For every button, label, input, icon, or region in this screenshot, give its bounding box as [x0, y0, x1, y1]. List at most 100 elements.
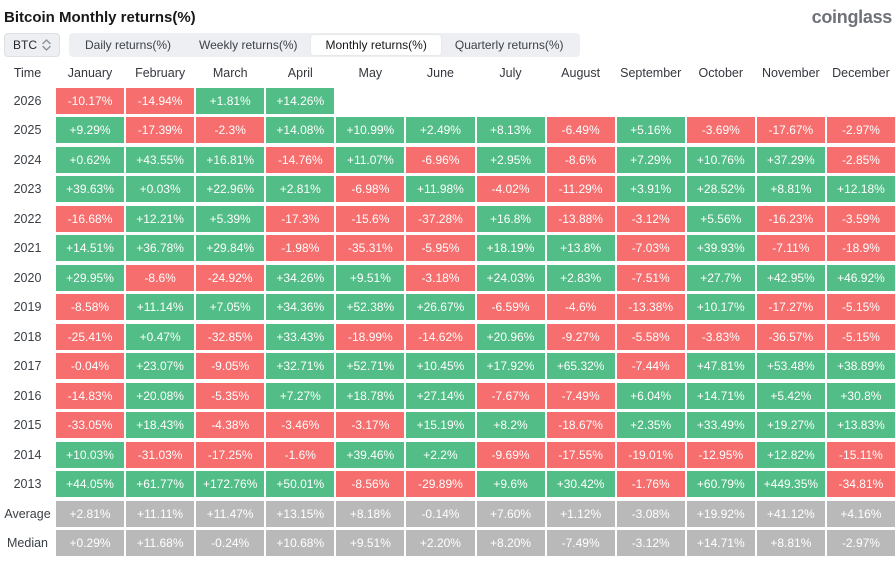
row-label-2022: 2022: [13, 211, 42, 226]
return-cell: +0.03%: [126, 176, 195, 203]
return-cell: +39.93%: [686, 235, 755, 262]
return-cell: +17.92%: [476, 353, 545, 380]
row-label-2018: 2018: [13, 329, 42, 344]
return-cell: -2.85%: [826, 146, 895, 173]
return-cell: +23.07%: [126, 353, 195, 380]
return-cell: +8.18%: [336, 500, 405, 527]
return-cell: -6.59%: [476, 294, 545, 321]
controls-row: BTC Daily returns(%) Weekly returns(%) M…: [4, 33, 580, 57]
return-cell: -14.62%: [406, 323, 475, 350]
row-label-2021: 2021: [13, 241, 42, 256]
return-cell: +26.67%: [406, 294, 475, 321]
return-cell: +52.38%: [336, 294, 405, 321]
return-cell: +14.71%: [686, 530, 755, 557]
return-cell: -6.96%: [406, 146, 475, 173]
return-cell: +5.39%: [196, 205, 265, 232]
return-cell: +65.32%: [546, 353, 615, 380]
return-cell: -9.69%: [476, 441, 545, 468]
return-cell: +5.42%: [756, 382, 825, 409]
return-cell: +46.92%: [826, 264, 895, 291]
tab-daily-returns[interactable]: Daily returns(%): [85, 38, 172, 52]
return-cell: +14.51%: [56, 235, 125, 262]
return-cell: -7.11%: [756, 235, 825, 262]
return-cell: +13.83%: [826, 412, 895, 439]
return-cell: +61.77%: [126, 471, 195, 498]
tab-weekly-returns[interactable]: Weekly returns(%): [199, 38, 298, 52]
symbol-select[interactable]: BTC: [4, 33, 60, 57]
return-cell: -36.57%: [756, 323, 825, 350]
return-cell: +14.08%: [266, 117, 335, 144]
tab-quarterly-returns[interactable]: Quarterly returns(%): [454, 38, 564, 52]
return-cell: +9.51%: [336, 264, 405, 291]
return-cell: +2.81%: [266, 176, 335, 203]
return-cell: +37.29%: [756, 146, 825, 173]
return-cell: +34.36%: [266, 294, 335, 321]
return-cell: +10.17%: [686, 294, 755, 321]
return-cell: +11.07%: [336, 146, 405, 173]
tab-monthly-returns[interactable]: Monthly returns(%): [311, 35, 441, 55]
return-cell: -3.83%: [686, 323, 755, 350]
return-cell: -17.55%: [546, 441, 615, 468]
coinglass-logo: coinglass: [811, 6, 893, 27]
return-cell: -35.31%: [336, 235, 405, 262]
return-cell: -4.38%: [196, 412, 265, 439]
return-cell: +2.81%: [56, 500, 125, 527]
return-cell: +53.48%: [756, 353, 825, 380]
row-label-median: Median: [7, 536, 48, 551]
row-label-2025: 2025: [13, 123, 42, 138]
row-label-2026: 2026: [13, 93, 42, 108]
return-cell: -8.58%: [56, 294, 125, 321]
return-cell: -17.67%: [756, 117, 825, 144]
return-cell: +43.55%: [126, 146, 195, 173]
return-cell: +11.14%: [126, 294, 195, 321]
return-cell: +7.27%: [266, 382, 335, 409]
return-cell: -3.08%: [616, 500, 685, 527]
return-cell: -18.9%: [826, 235, 895, 262]
return-cell: -17.3%: [266, 205, 335, 232]
return-cell: +29.95%: [56, 264, 125, 291]
return-cell: +28.52%: [686, 176, 755, 203]
return-cell: [757, 88, 825, 114]
return-cell: +15.19%: [406, 412, 475, 439]
return-cell: -14.76%: [266, 146, 335, 173]
return-cell: -3.12%: [616, 205, 685, 232]
column-header-november: November: [762, 66, 820, 80]
time-column-header: Time: [13, 66, 42, 80]
return-cell: -4.02%: [476, 176, 545, 203]
return-cell: [336, 88, 404, 114]
return-cell: +20.96%: [476, 323, 545, 350]
return-cell: +33.49%: [686, 412, 755, 439]
return-cell: +10.45%: [406, 353, 475, 380]
return-cell: -34.81%: [826, 471, 895, 498]
return-cell: +8.13%: [476, 117, 545, 144]
return-cell: +18.19%: [476, 235, 545, 262]
return-cell: -5.15%: [826, 294, 895, 321]
return-cell: +13.8%: [546, 235, 615, 262]
return-cell: -3.69%: [686, 117, 755, 144]
return-cell: +5.16%: [616, 117, 685, 144]
return-cell: -1.76%: [616, 471, 685, 498]
return-cell: -12.95%: [686, 441, 755, 468]
return-cell: +24.03%: [476, 264, 545, 291]
return-cell: +7.29%: [616, 146, 685, 173]
return-cell: +5.56%: [686, 205, 755, 232]
return-cell: +52.71%: [336, 353, 405, 380]
return-cell: +27.7%: [686, 264, 755, 291]
return-cell: -17.27%: [756, 294, 825, 321]
return-cell: -7.03%: [616, 235, 685, 262]
return-cell: +1.81%: [196, 87, 265, 114]
return-cell: -8.56%: [336, 471, 405, 498]
return-cell: [617, 88, 685, 114]
return-cell: -9.27%: [546, 323, 615, 350]
return-cell: +0.62%: [56, 146, 125, 173]
returns-tab-group: Daily returns(%) Weekly returns(%) Month…: [69, 33, 580, 57]
return-cell: +8.81%: [756, 530, 825, 557]
column-header-december: December: [832, 66, 890, 80]
column-header-february: February: [135, 66, 186, 80]
return-cell: [547, 88, 615, 114]
return-cell: +11.11%: [126, 500, 195, 527]
return-cell: -8.6%: [126, 264, 195, 291]
column-header-april: April: [287, 66, 313, 80]
row-label-average: Average: [4, 506, 51, 521]
